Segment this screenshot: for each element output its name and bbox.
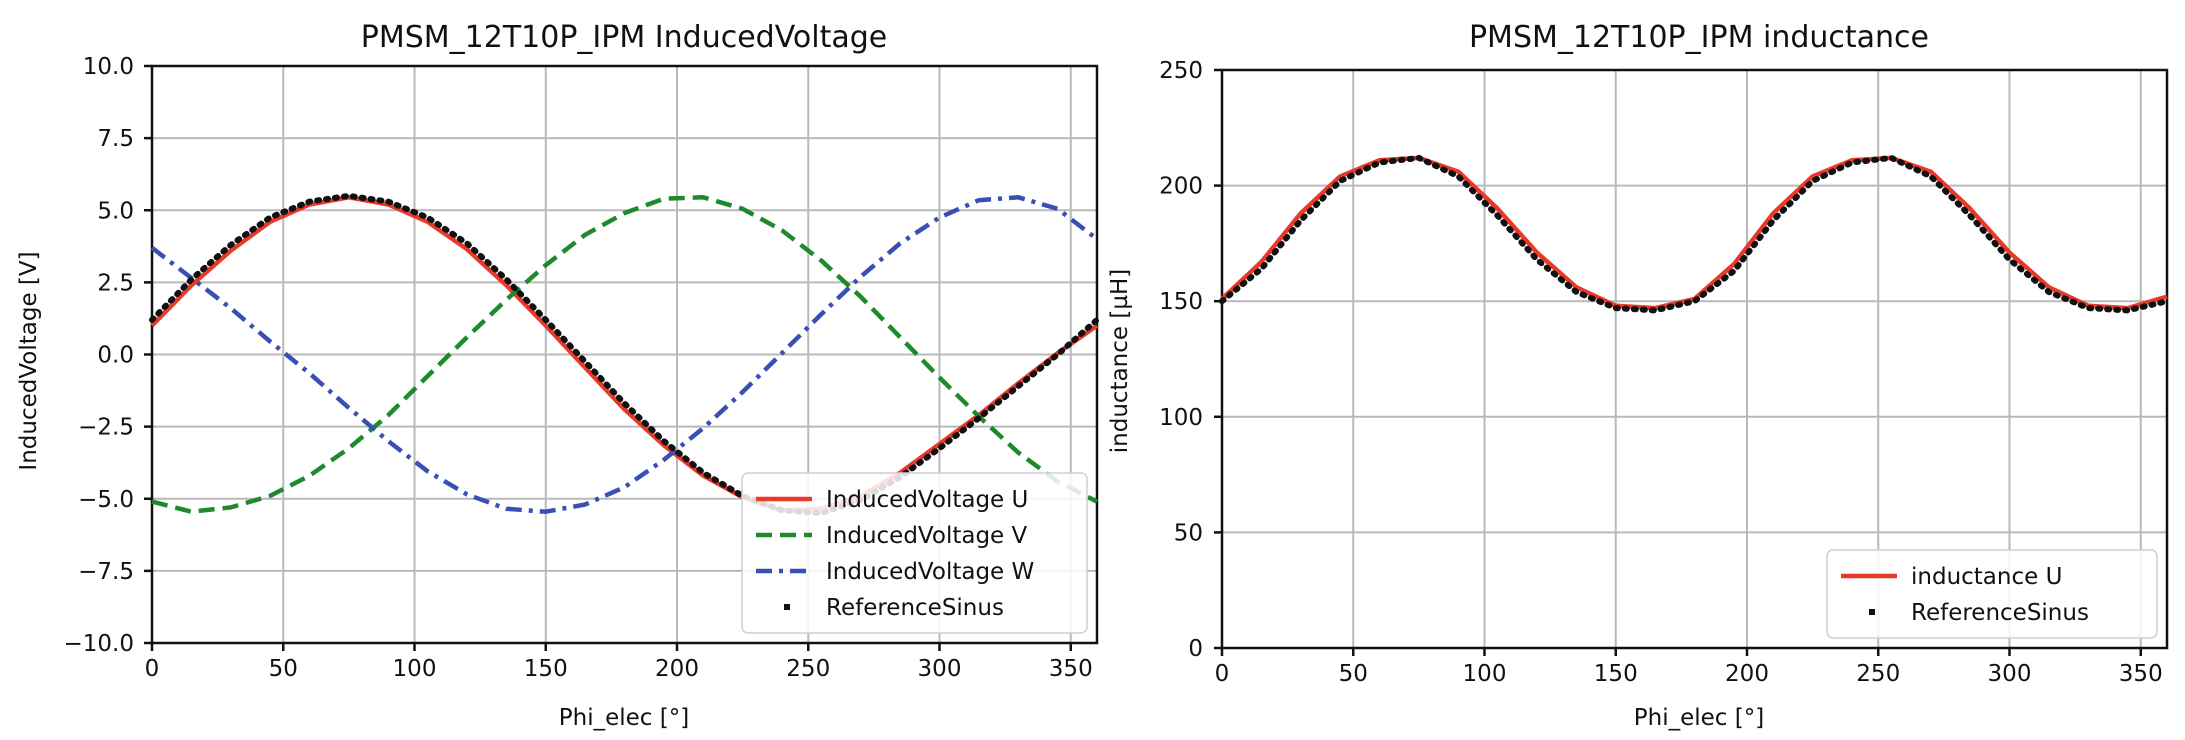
legend: inductance U ReferenceSinus bbox=[1826, 549, 2158, 639]
x-tick-label: 0 bbox=[145, 656, 160, 682]
x-tick-label: 150 bbox=[1594, 661, 1638, 687]
x-tick-label: 100 bbox=[1463, 661, 1507, 687]
series-layer bbox=[1219, 154, 2170, 314]
x-tick-label: 250 bbox=[786, 656, 830, 682]
series-inductance-u bbox=[1220, 155, 2168, 311]
y-tick-label: −2.5 bbox=[78, 415, 134, 441]
series-layer bbox=[149, 192, 1100, 517]
x-tick-label: 100 bbox=[393, 656, 437, 682]
x-axis-label: Phi_elec [°] bbox=[1634, 705, 1764, 731]
axis-ticks: 0 50 100 150 200 250 300 350 0 50 100 150 200 250 bbox=[1159, 58, 2169, 687]
y-tick-label: 0.0 bbox=[97, 343, 134, 369]
x-tick-label: 300 bbox=[918, 656, 962, 682]
x-axis-label: Phi_elec [°] bbox=[559, 705, 689, 731]
plot-frame bbox=[1220, 68, 2169, 650]
chart-title: PMSM_12T10P_IPM inductance bbox=[1469, 20, 1929, 55]
y-tick-label: 100 bbox=[1159, 405, 1203, 431]
x-tick-label: 250 bbox=[1856, 661, 1900, 687]
series-inducedvoltage-v bbox=[151, 195, 1099, 514]
series-referencesinus bbox=[1219, 154, 2170, 314]
y-tick-label: 0 bbox=[1188, 636, 1203, 662]
y-tick-label: 150 bbox=[1159, 289, 1203, 315]
y-tick-label: −7.5 bbox=[78, 559, 134, 585]
x-tick-label: 350 bbox=[2119, 661, 2163, 687]
y-tick-label: 7.5 bbox=[97, 126, 134, 152]
x-tick-label: 150 bbox=[524, 656, 568, 682]
legend-box bbox=[741, 472, 1088, 634]
chart-induced-voltage: PMSM_12T10P_IPM InducedVoltage Phi_elec … bbox=[16, 20, 1100, 731]
y-tick-label: 2.5 bbox=[97, 270, 134, 296]
plot-frame bbox=[150, 64, 1099, 645]
legend-label: InducedVoltage V bbox=[826, 523, 1028, 549]
legend-label: inductance U bbox=[1911, 564, 2062, 590]
y-tick-label: 5.0 bbox=[97, 198, 134, 224]
y-tick-label: 10.0 bbox=[83, 54, 134, 80]
chart-title: PMSM_12T10P_IPM InducedVoltage bbox=[361, 20, 887, 55]
y-tick-label: −5.0 bbox=[78, 487, 134, 513]
legend-marker bbox=[1869, 609, 1875, 615]
chart-inductance: PMSM_12T10P_IPM inductance Phi_elec [°] … bbox=[1107, 20, 2170, 731]
legend-label: InducedVoltage U bbox=[826, 487, 1028, 513]
y-tick-label: 50 bbox=[1174, 520, 1203, 546]
legend-label: InducedVoltage W bbox=[826, 559, 1034, 585]
legend-box bbox=[1826, 549, 2158, 639]
series-referencesinus bbox=[149, 192, 1100, 517]
legend: InducedVoltage U InducedVoltage V InducedV… bbox=[741, 472, 1088, 634]
x-tick-label: 200 bbox=[1725, 661, 1769, 687]
x-tick-label: 0 bbox=[1215, 661, 1230, 687]
legend-label: ReferenceSinus bbox=[1911, 600, 2089, 626]
x-tick-label: 50 bbox=[269, 656, 298, 682]
y-tick-label: 250 bbox=[1159, 58, 1203, 84]
legend-label: ReferenceSinus bbox=[826, 595, 1004, 621]
y-tick-label: 200 bbox=[1159, 174, 1203, 200]
y-axis-label: inductance [µH] bbox=[1107, 269, 1133, 453]
legend-marker bbox=[784, 604, 790, 610]
y-axis-label: InducedVoltage [V] bbox=[16, 251, 42, 470]
x-tick-label: 200 bbox=[655, 656, 699, 682]
axis-ticks: 0 50 100 150 200 250 300 350 −10.0 −7.5 −5.0 −2.5 0.… bbox=[64, 54, 1099, 682]
y-tick-label: −10.0 bbox=[64, 631, 134, 657]
x-tick-label: 300 bbox=[1988, 661, 2032, 687]
x-tick-label: 350 bbox=[1049, 656, 1093, 682]
x-tick-label: 50 bbox=[1339, 661, 1368, 687]
